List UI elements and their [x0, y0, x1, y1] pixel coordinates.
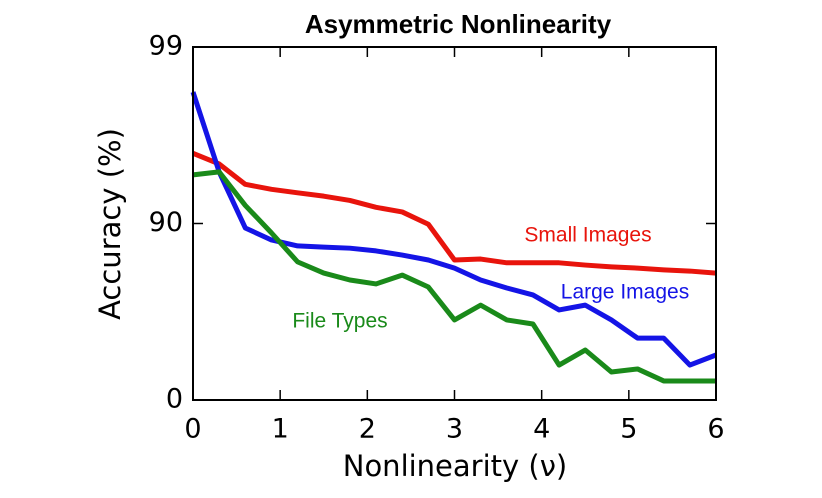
y-tick-label: 90 [149, 207, 183, 238]
series-label: File Types [292, 310, 387, 333]
x-tick-label: 2 [359, 414, 376, 445]
data-line [192, 169, 716, 384]
data-line [192, 150, 717, 276]
x-tick-label: 5 [620, 414, 637, 445]
y-tick-label: 0 [166, 384, 183, 415]
plot-frame [192, 46, 717, 401]
y-tick-label: 99 [149, 31, 183, 62]
series-label: Large Images [561, 281, 689, 304]
x-tick-label: 1 [272, 414, 289, 445]
x-axis-label: Nonlinearity (ν) [343, 449, 567, 483]
chart-title: Asymmetric Nonlinearity [305, 9, 612, 39]
x-tick-label: 6 [707, 414, 724, 445]
x-tick-label: 3 [446, 414, 463, 445]
y-axis-label: Accuracy (%) [93, 128, 127, 320]
x-tick-label: 4 [533, 414, 550, 445]
x-tick-label: 0 [184, 414, 201, 445]
series-label: Small Images [524, 224, 651, 247]
